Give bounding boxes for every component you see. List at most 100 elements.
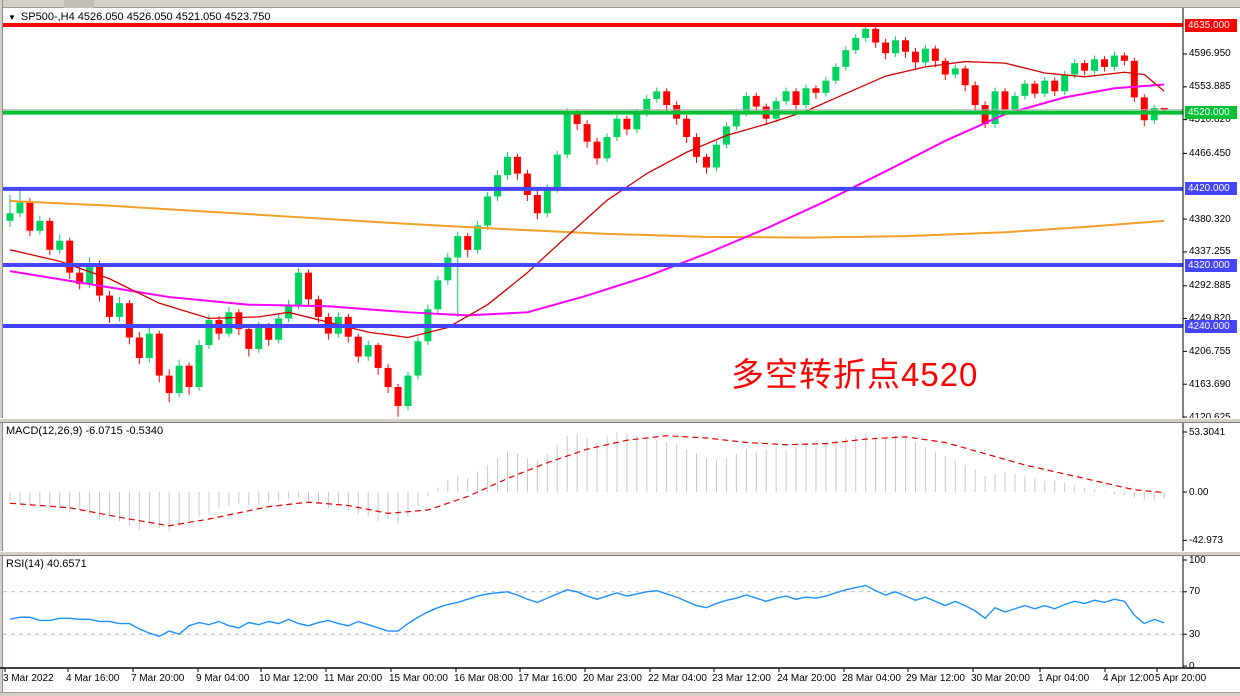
candle-body (135, 337, 143, 359)
candle-body (1120, 55, 1128, 61)
candle-body (1140, 97, 1148, 121)
candle-body (1091, 59, 1099, 71)
candle-body (832, 66, 840, 81)
candle-body (434, 280, 442, 310)
candle-body (573, 112, 581, 125)
candle-body (752, 95, 760, 107)
candle-body (464, 236, 472, 250)
candle-body (1001, 91, 1009, 110)
candle-body (314, 299, 322, 317)
ma-mid-magenta-line (9, 83, 1165, 317)
candle-body (633, 112, 641, 130)
candle-body (852, 37, 860, 51)
candle-body (523, 173, 531, 195)
candle-body (802, 88, 810, 106)
macd-signal-line (9, 435, 1165, 527)
candle-body (504, 156, 511, 176)
candle-body (1031, 83, 1039, 94)
candle-body (951, 68, 959, 75)
panel-splitter-rsi[interactable] (0, 551, 1240, 556)
candle-body (394, 386, 402, 407)
candle-body (384, 367, 392, 387)
candle-body (6, 213, 14, 221)
candle-body (1071, 63, 1079, 75)
candle-body (484, 196, 492, 226)
candle-body (354, 336, 362, 357)
candle-body (145, 333, 153, 359)
candle-body (593, 141, 601, 159)
candle-body (115, 303, 123, 317)
candle-body (1041, 80, 1049, 94)
candle-body (364, 345, 372, 357)
candle-body (1110, 55, 1118, 67)
candle-body (414, 341, 422, 376)
candle-body (1061, 74, 1069, 92)
candle-body (603, 137, 611, 159)
candle-body (36, 220, 44, 231)
rsi-line (9, 584, 1165, 638)
window-left-border (0, 0, 3, 696)
candle-body (255, 326, 263, 349)
candle-body (991, 91, 999, 125)
candle-body (961, 68, 969, 86)
candle-body (543, 188, 551, 214)
candle-body (911, 51, 919, 63)
candle-body (892, 40, 900, 54)
candle-body (16, 202, 24, 214)
candle-body (1021, 83, 1029, 96)
candle-body (1081, 63, 1089, 71)
candle-body (653, 91, 661, 99)
candle-body (742, 95, 750, 113)
candle-body (971, 85, 979, 106)
candle-body (474, 225, 482, 250)
candle-body (245, 329, 253, 349)
candle-body (295, 272, 303, 305)
candle-body (155, 333, 163, 376)
candle-body (1130, 60, 1138, 98)
candle-body (265, 326, 273, 340)
candle-body (165, 375, 173, 394)
candle-body (941, 60, 949, 75)
candle-body (822, 80, 830, 93)
candle-body (494, 175, 502, 197)
candle-body (275, 318, 283, 340)
window-bottom-border (0, 692, 1240, 696)
candle-body (1011, 95, 1019, 110)
candle-body (66, 240, 74, 273)
candle-body (842, 50, 850, 67)
panel-splitter-macd[interactable] (0, 418, 1240, 423)
candle-body (583, 124, 591, 142)
candle-body (235, 312, 243, 330)
candle-body (663, 91, 671, 106)
candle-body (872, 28, 880, 43)
candle-body (553, 154, 561, 189)
candle-body (931, 48, 939, 61)
candle-body (404, 375, 412, 407)
candle-body (305, 272, 312, 300)
candle-body (76, 272, 84, 285)
candle-body (882, 42, 890, 54)
ma-slow-orange-line (9, 200, 1165, 239)
candle-body (1051, 80, 1059, 92)
candle-body (86, 263, 94, 285)
candle-body (623, 118, 631, 130)
candle-body (513, 156, 521, 174)
candle-body (444, 257, 452, 281)
candle-body (712, 144, 720, 168)
candle-body (693, 137, 701, 157)
candle-body (782, 91, 790, 102)
candle-body (1101, 59, 1108, 67)
candle-body (683, 118, 691, 138)
window-top-border (0, 0, 1240, 8)
candle-body (732, 112, 740, 127)
candle-body (563, 112, 571, 155)
candle-body (225, 312, 233, 334)
candle-body (1160, 108, 1168, 110)
candle-body (792, 91, 800, 106)
candle-body (175, 365, 183, 394)
candle-body (46, 220, 54, 250)
candle-body (125, 303, 133, 338)
candle-body (195, 345, 203, 387)
